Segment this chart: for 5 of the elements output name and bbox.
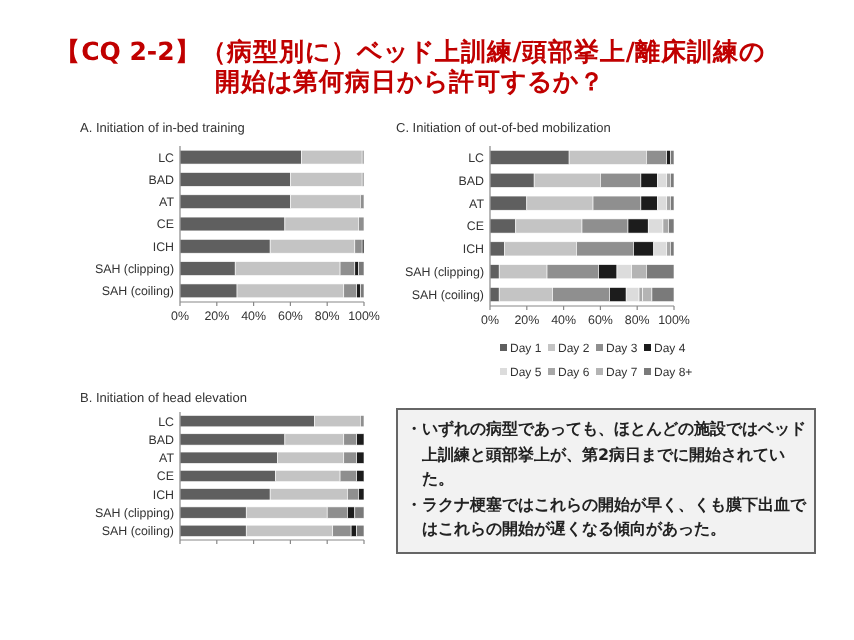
bar: [356, 524, 365, 537]
text: 【CQ 2-2】（病型別に）ベッド上訓練/頭部挙上/離床訓練の開始は第何病日から許可するか？: [53, 36, 767, 96]
bar: [354, 506, 365, 519]
bar: [358, 261, 365, 276]
bar: [668, 218, 675, 234]
